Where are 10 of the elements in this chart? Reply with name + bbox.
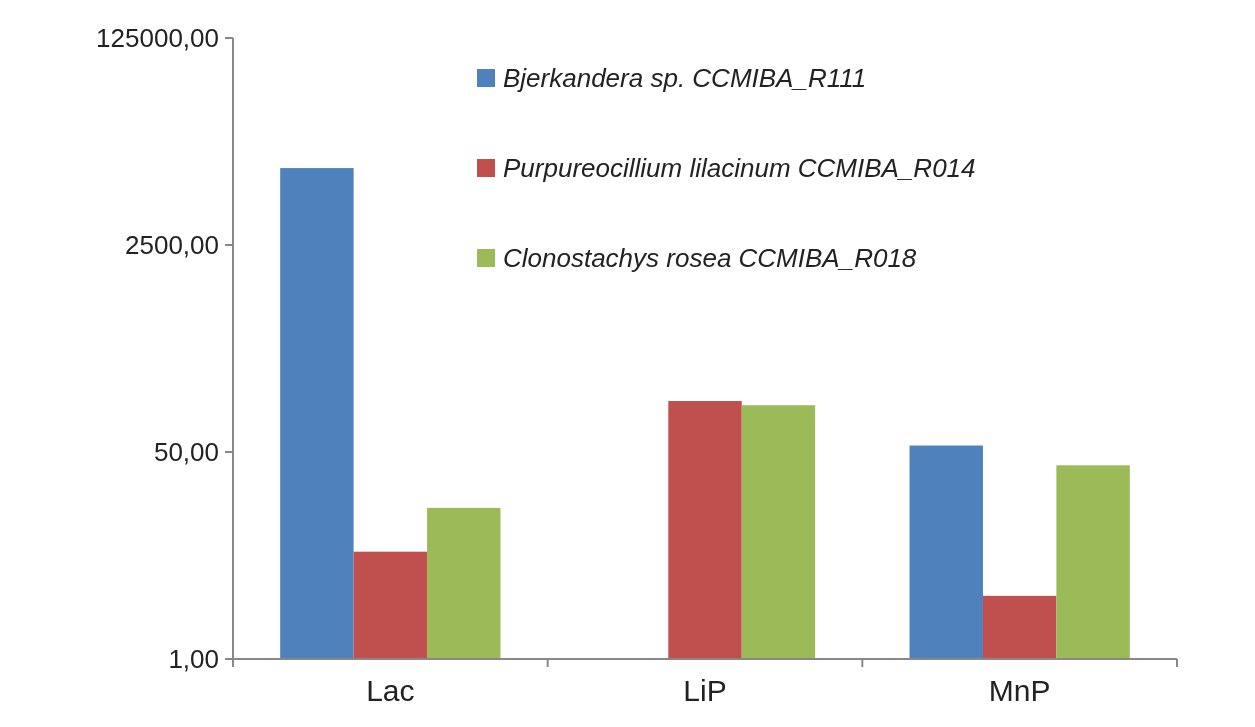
y-tick-label: 1,00 [168, 644, 219, 675]
y-tick-label: 125000,00 [96, 23, 219, 54]
y-tick-label: 50,00 [153, 437, 219, 468]
y-tick-label: 2500,00 [125, 230, 219, 261]
x-tick-label: LiP [683, 674, 727, 707]
legend-label: Bjerkandera sp. CCMIBA_R111 [503, 63, 867, 94]
legend-label: Purpureocillium lilacinum CCMIBA_R014 [503, 153, 976, 184]
x-tick-label: MnP [988, 674, 1051, 707]
x-tick-label: Lac [366, 674, 415, 707]
legend-label: Clonostachys rosea CCMIBA_R018 [503, 243, 917, 274]
